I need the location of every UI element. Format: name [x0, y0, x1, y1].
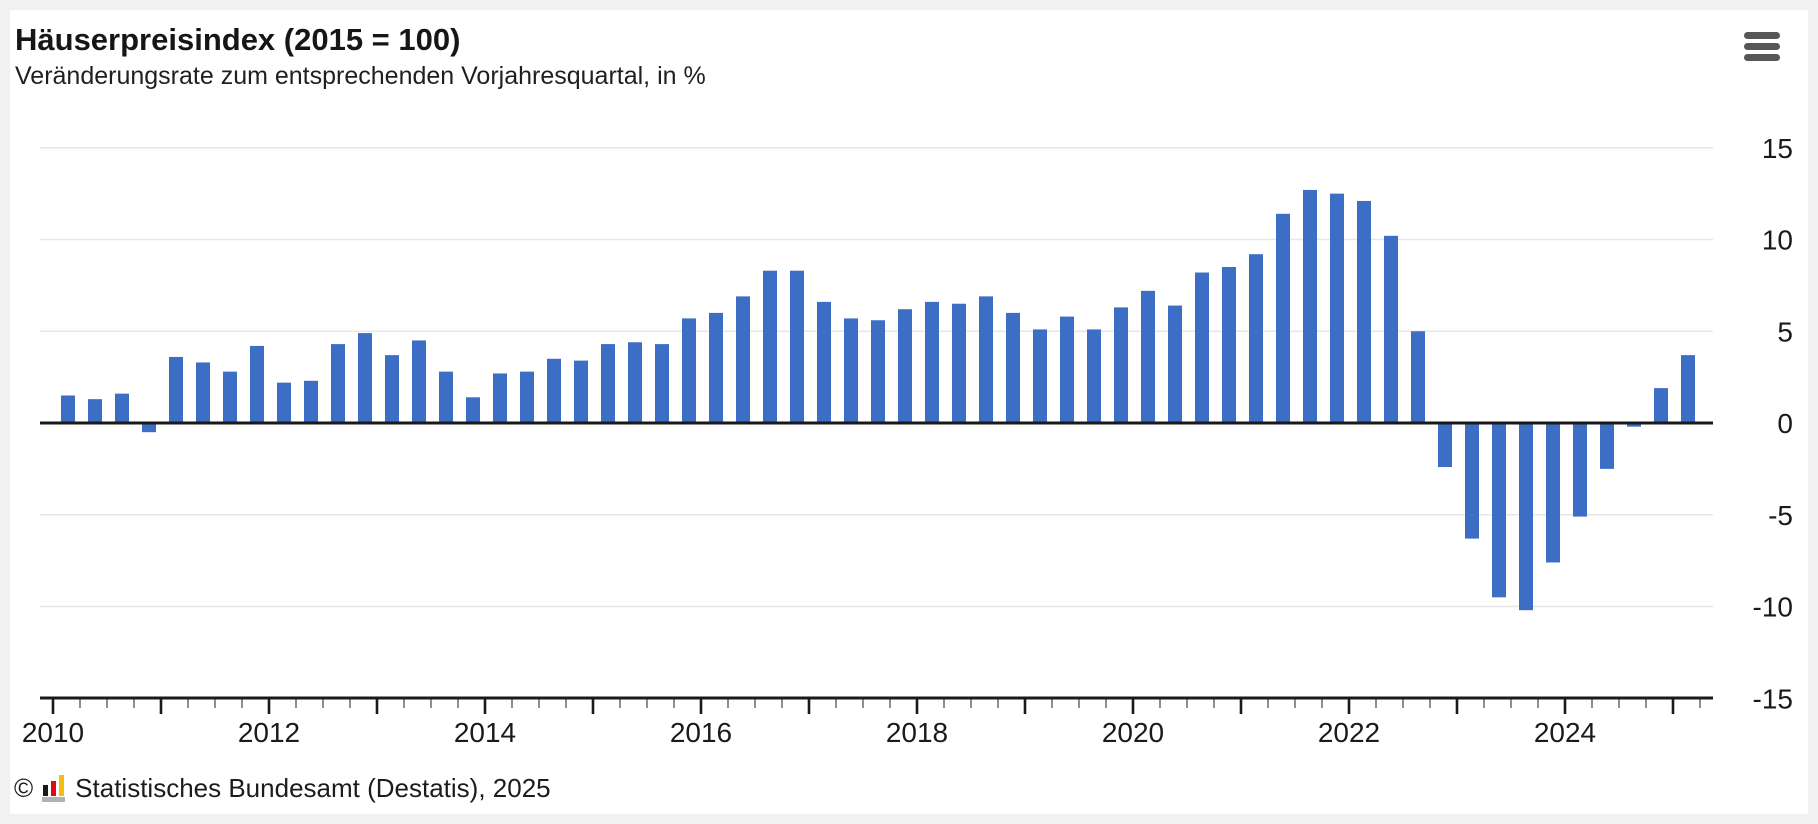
- bar[interactable]: [844, 318, 858, 423]
- bar[interactable]: [628, 342, 642, 423]
- bar[interactable]: [709, 312, 723, 423]
- hamburger-menu-icon: [1744, 42, 1780, 50]
- bar[interactable]: [1006, 312, 1020, 423]
- x-axis-label: 2014: [454, 717, 516, 748]
- bar[interactable]: [115, 393, 129, 423]
- bar[interactable]: [61, 395, 75, 423]
- bar[interactable]: [898, 309, 912, 423]
- y-axis-label: -5: [1768, 500, 1793, 531]
- bar[interactable]: [1357, 200, 1371, 423]
- bar[interactable]: [196, 362, 210, 423]
- bar[interactable]: [1168, 305, 1182, 423]
- source-text: Statistisches Bundesamt (Destatis), 2025: [75, 772, 551, 803]
- y-axis-label: -15: [1753, 683, 1793, 714]
- bar[interactable]: [601, 344, 615, 423]
- bar[interactable]: [682, 318, 696, 423]
- bar[interactable]: [250, 345, 264, 423]
- chart-subtitle: Veränderungsrate zum entsprechenden Vorj…: [15, 62, 706, 90]
- bar[interactable]: [979, 296, 993, 423]
- y-axis-label: 5: [1777, 316, 1793, 347]
- x-axis-label: 2024: [1534, 717, 1596, 748]
- bar[interactable]: [277, 382, 291, 423]
- bar[interactable]: [223, 371, 237, 423]
- bar[interactable]: [790, 270, 804, 423]
- x-axis-label: 2022: [1318, 717, 1380, 748]
- bar[interactable]: [1222, 267, 1236, 423]
- bar[interactable]: [1573, 423, 1587, 517]
- bar[interactable]: [412, 340, 426, 423]
- bar[interactable]: [952, 303, 966, 423]
- x-axis-label: 2016: [670, 717, 732, 748]
- bar[interactable]: [1384, 235, 1398, 423]
- bar[interactable]: [1546, 423, 1560, 563]
- bar[interactable]: [1276, 213, 1290, 423]
- bar[interactable]: [1438, 423, 1452, 468]
- bar[interactable]: [1114, 307, 1128, 423]
- chart-title: Häuserpreisindex (2015 = 100): [15, 22, 461, 57]
- x-axis-label: 2012: [238, 717, 300, 748]
- y-axis-label: 15: [1762, 133, 1793, 164]
- bar[interactable]: [736, 296, 750, 423]
- y-axis-label: -10: [1753, 592, 1793, 623]
- bar[interactable]: [1465, 423, 1479, 539]
- bar[interactable]: [1411, 331, 1425, 423]
- chart-card: 2010 2012 2014 2016 2018 2020 2022 2024 15 10 5 0 -5…: [10, 10, 1808, 814]
- bar[interactable]: [142, 423, 156, 433]
- bar[interactable]: [1654, 388, 1668, 423]
- hamburger-menu-icon: [1744, 31, 1780, 39]
- bar[interactable]: [1600, 423, 1614, 469]
- y-axis-label: 0: [1777, 408, 1793, 439]
- bar[interactable]: [358, 333, 372, 423]
- source-footer: © Statistisches Bundesamt (Destatis), 20…: [14, 768, 551, 808]
- bar[interactable]: [817, 301, 831, 423]
- bar[interactable]: [547, 358, 561, 423]
- bar[interactable]: [1330, 193, 1344, 423]
- bar[interactable]: [574, 360, 588, 423]
- bar[interactable]: [1141, 290, 1155, 423]
- bar[interactable]: [520, 371, 534, 423]
- bar-chart: 2010 2012 2014 2016 2018 2020 2022 2024 15 10 5 0 -5…: [22, 133, 1793, 748]
- x-axis-label: 2010: [22, 717, 84, 748]
- bar[interactable]: [1627, 423, 1641, 427]
- bar[interactable]: [1087, 329, 1101, 423]
- bar[interactable]: [871, 320, 885, 423]
- bar[interactable]: [763, 270, 777, 423]
- bar[interactable]: [169, 356, 183, 423]
- bar[interactable]: [88, 399, 102, 423]
- bar[interactable]: [1060, 316, 1074, 423]
- bar[interactable]: [1492, 423, 1506, 598]
- y-axis-label: 10: [1762, 225, 1793, 256]
- bar[interactable]: [304, 380, 318, 423]
- bar[interactable]: [925, 301, 939, 423]
- bar[interactable]: [493, 373, 507, 423]
- bar[interactable]: [1249, 254, 1263, 423]
- x-axis-label: 2020: [1102, 717, 1164, 748]
- bar[interactable]: [439, 371, 453, 423]
- bar[interactable]: [1033, 329, 1047, 423]
- hamburger-menu-icon: [1744, 53, 1780, 61]
- bar[interactable]: [385, 355, 399, 423]
- bar[interactable]: [1303, 189, 1317, 423]
- destatis-logo-icon: [42, 774, 66, 802]
- bar[interactable]: [466, 397, 480, 423]
- bar[interactable]: [1681, 355, 1695, 423]
- chart-menu-button[interactable]: [1744, 26, 1788, 66]
- bar[interactable]: [655, 344, 669, 423]
- copyright-symbol: ©: [14, 772, 34, 803]
- bar[interactable]: [1519, 423, 1533, 611]
- bar[interactable]: [331, 344, 345, 423]
- bar[interactable]: [1195, 272, 1209, 423]
- x-axis-label: 2018: [886, 717, 948, 748]
